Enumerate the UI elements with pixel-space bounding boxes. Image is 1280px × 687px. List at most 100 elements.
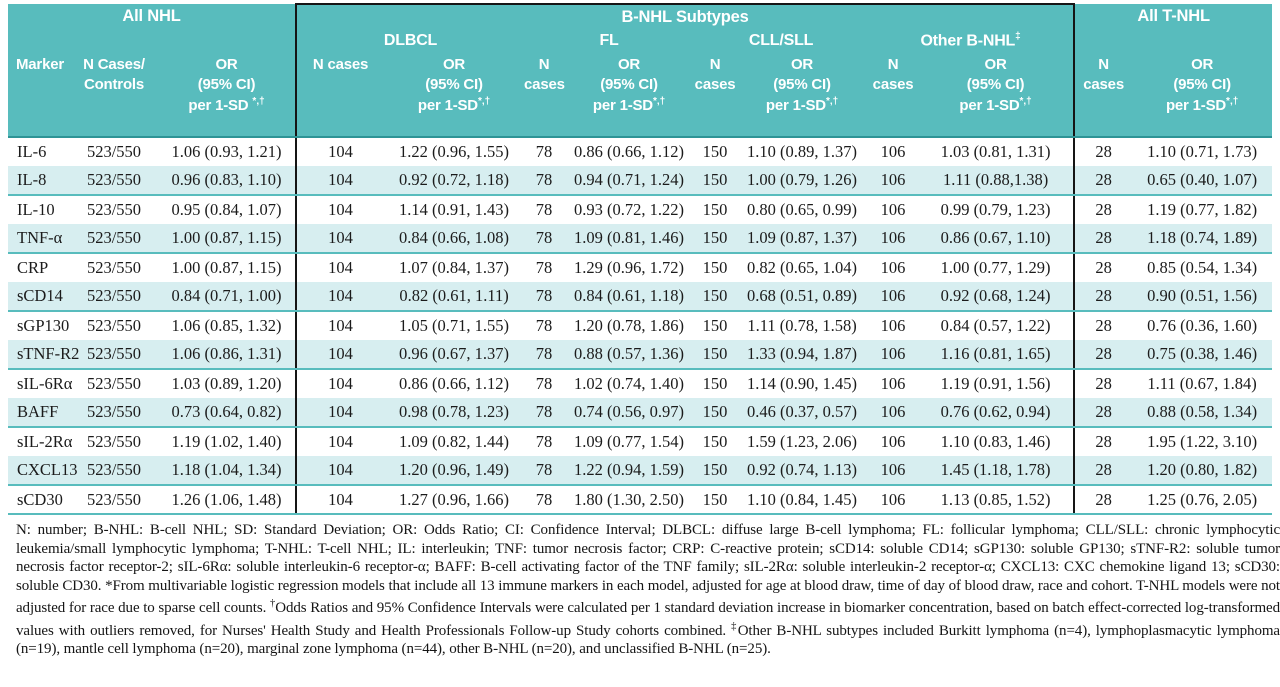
table-row: sIL-6Rα 523/550 1.03 (0.89, 1.20) 104 0.86 (… xyxy=(8,369,1272,398)
cell-fl-or: 0.84 (0.61, 1.18) xyxy=(564,282,695,312)
group-header-all-nhl: All NHL xyxy=(8,4,298,29)
cell-marker: IL-8 xyxy=(8,166,70,196)
cell-cll-sll-or: 0.82 (0.65, 1.04) xyxy=(747,258,858,277)
cell-tnhl-or: 1.11 (0.67, 1.84) xyxy=(1147,374,1257,393)
cell-all-nhl-n: 523/550 xyxy=(70,166,158,196)
column-header-n-cases-other-bnhl: N cases xyxy=(868,53,919,138)
cell-fl-n: 78 xyxy=(524,485,565,515)
cell-dlbcl-or: 0.98 (0.78, 1.23) xyxy=(384,398,525,428)
cell-cll-sll-or: 1.11 (0.78, 1.58) xyxy=(747,316,857,335)
cell-dlbcl-n: 104 xyxy=(328,142,353,161)
cell-dlbcl-n: 104 xyxy=(328,316,353,335)
cell-all-nhl-n: 523/550 xyxy=(86,142,142,161)
cell-tnhl-or: 1.25 (0.76, 2.05) xyxy=(1132,485,1273,515)
cell-cll-sll-n: 150 xyxy=(694,224,737,254)
or-header-sup: *,† xyxy=(825,95,839,107)
cell-cll-sll-n: 150 xyxy=(702,432,728,451)
cell-other-bnhl-n: 106 xyxy=(868,282,919,312)
cell-dlbcl-n: 104 xyxy=(328,432,353,451)
cell-all-nhl-or: 1.00 (0.87, 1.15) xyxy=(158,253,298,282)
or-header-line3: per 1-SD xyxy=(765,96,826,114)
table-row: IL-8 523/550 0.96 (0.83, 1.10) 104 0.92 (0.7… xyxy=(8,166,1273,196)
cell-marker: CRP xyxy=(17,258,49,277)
column-header-marker: Marker xyxy=(8,53,70,138)
column-header-or-dlbcl: OR (95% CI) per 1-SD*,† xyxy=(384,53,525,138)
cell-cll-sll-or: 0.68 (0.51, 0.89) xyxy=(736,282,869,312)
cell-other-bnhl-n: 106 xyxy=(868,485,919,515)
cell-all-nhl-or: 1.19 (1.02, 1.40) xyxy=(158,427,298,456)
or-header-line2: (95% CI) xyxy=(600,75,658,93)
cell-marker: IL-6 xyxy=(17,142,47,161)
column-header-n-cases-tnhl: N cases xyxy=(1074,53,1133,138)
cell-dlbcl-or: 0.84 (0.66, 1.08) xyxy=(384,224,525,254)
cell-dlbcl-n: 104 xyxy=(328,200,353,219)
cell-cll-sll-or: 1.10 (0.84, 1.45) xyxy=(736,485,869,515)
cell-tnhl-n: 28 xyxy=(1074,340,1133,370)
cell-cll-sll-n: 150 xyxy=(702,200,728,219)
column-header-n-cases-dlbcl: N cases xyxy=(296,53,385,138)
cell-cll-sll-n: 150 xyxy=(694,456,737,486)
cell-other-bnhl-or: 1.11 (0.88,1.38) xyxy=(918,166,1076,196)
cell-other-bnhl-or: 1.00 (0.77, 1.29) xyxy=(918,253,1076,282)
cell-dlbcl-or: 0.82 (0.61, 1.11) xyxy=(384,282,525,312)
cell-fl-n: 78 xyxy=(535,432,553,451)
or-header-sup: *,† xyxy=(252,95,265,107)
cell-other-bnhl-or: 0.86 (0.67, 1.10) xyxy=(918,224,1076,254)
subtype-header-other-bnhl-label: Other B-NHL xyxy=(920,32,1016,50)
cell-cll-sll-n: 150 xyxy=(694,340,737,370)
or-header-line3: per 1-SD xyxy=(417,96,478,114)
cell-fl-or: 1.02 (0.74, 1.40) xyxy=(574,374,685,393)
or-header-sup: *,† xyxy=(652,95,666,107)
cell-all-nhl-or: 0.84 (0.71, 1.00) xyxy=(158,282,298,312)
cell-fl-or: 0.88 (0.57, 1.36) xyxy=(564,340,695,370)
table-header: All NHL B-NHL Subtypes All T-NHL DLBCL F… xyxy=(8,3,1273,138)
or-header-sup: *,† xyxy=(1019,95,1032,107)
cell-other-bnhl-or: 1.19 (0.91, 1.56) xyxy=(918,369,1076,398)
cell-dlbcl-n: 104 xyxy=(296,224,385,254)
cell-tnhl-n: 28 xyxy=(1095,258,1112,277)
cell-all-nhl-n: 523/550 xyxy=(86,200,142,219)
cell-tnhl-or: 1.10 (0.71, 1.73) xyxy=(1147,142,1258,161)
cell-other-bnhl-n: 106 xyxy=(868,456,919,486)
cell-cll-sll-n: 150 xyxy=(702,374,728,393)
cell-dlbcl-or: 1.20 (0.96, 1.49) xyxy=(384,456,525,486)
table-row: sCD30 523/550 1.26 (1.06, 1.48) 104 1.27 (0.… xyxy=(8,485,1273,515)
cell-tnhl-n: 28 xyxy=(1074,456,1133,486)
cell-tnhl-n: 28 xyxy=(1074,224,1133,254)
table-row: sCD14 523/550 0.84 (0.71, 1.00) 104 0.82 (0.… xyxy=(8,282,1273,312)
footnote-text: Other B-NHL subtypes included Burkitt ly… xyxy=(16,622,1280,658)
table-row: CRP 523/550 1.00 (0.87, 1.15) 104 1.07 (0.84… xyxy=(8,253,1272,282)
cell-other-bnhl-n: 106 xyxy=(880,374,906,393)
table-row: BAFF 523/550 0.73 (0.64, 0.82) 104 0.98 (0.7… xyxy=(8,398,1273,428)
cell-cll-sll-or: 0.80 (0.65, 0.99) xyxy=(747,200,858,219)
cell-other-bnhl-n: 106 xyxy=(868,340,919,370)
cell-dlbcl-or: 1.07 (0.84, 1.37) xyxy=(399,258,510,277)
or-header-line2: (95% CI) xyxy=(425,75,483,93)
cell-fl-or: 1.09 (0.77, 1.54) xyxy=(574,432,685,451)
or-header-line3: per 1-SD xyxy=(959,96,1020,114)
cell-fl-n: 78 xyxy=(524,224,565,254)
table-row: sGP130 523/550 1.06 (0.85, 1.32) 104 1.05 (0… xyxy=(8,311,1272,340)
cell-cll-sll-or: 1.33 (0.94, 1.87) xyxy=(736,340,869,370)
cell-marker: sCD30 xyxy=(8,485,70,515)
cell-fl-n: 78 xyxy=(524,166,565,196)
cell-all-nhl-n: 523/550 xyxy=(86,432,142,451)
or-header-sup: *,† xyxy=(1226,95,1239,107)
cell-cll-sll-or: 1.00 (0.79, 1.26) xyxy=(736,166,869,196)
cell-tnhl-n: 28 xyxy=(1095,316,1112,335)
cell-all-nhl-n: 523/550 xyxy=(70,224,158,254)
cell-cll-sll-n: 150 xyxy=(702,316,728,335)
or-header-sup: *,† xyxy=(477,95,491,107)
table-row: IL-10 523/550 0.95 (0.84, 1.07) 104 1.14 (0.… xyxy=(8,195,1272,224)
subtype-spacer-left xyxy=(8,29,298,53)
cell-dlbcl-n: 104 xyxy=(296,456,385,486)
subtype-spacer-right xyxy=(1074,29,1273,53)
cell-all-nhl-or: 1.00 (0.87, 1.15) xyxy=(158,224,298,254)
cell-other-bnhl-or: 0.76 (0.62, 0.94) xyxy=(918,398,1076,428)
cell-all-nhl-n: 523/550 xyxy=(70,485,158,515)
cell-cll-sll-or: 0.46 (0.37, 0.57) xyxy=(736,398,869,428)
cell-dlbcl-n: 104 xyxy=(296,485,385,515)
cell-other-bnhl-or: 0.92 (0.68, 1.24) xyxy=(918,282,1076,312)
cell-all-nhl-or: 1.26 (1.06, 1.48) xyxy=(158,485,298,515)
cell-dlbcl-n: 104 xyxy=(296,282,385,312)
